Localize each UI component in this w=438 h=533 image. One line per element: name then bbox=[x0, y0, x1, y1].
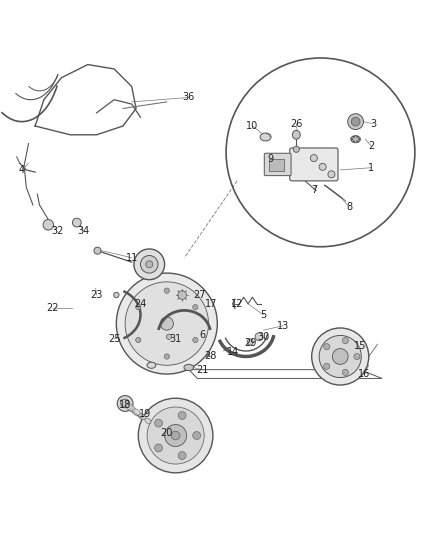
Bar bbox=[268, 158, 284, 171]
Circle shape bbox=[311, 328, 368, 385]
Circle shape bbox=[164, 354, 169, 359]
Circle shape bbox=[357, 138, 359, 140]
Text: 31: 31 bbox=[169, 334, 181, 344]
Text: 29: 29 bbox=[244, 338, 256, 349]
Circle shape bbox=[94, 247, 101, 254]
Text: 13: 13 bbox=[276, 321, 289, 331]
Text: 30: 30 bbox=[257, 332, 269, 342]
Circle shape bbox=[347, 114, 363, 130]
Circle shape bbox=[318, 163, 325, 171]
Text: 11: 11 bbox=[125, 253, 138, 263]
Text: 26: 26 bbox=[290, 119, 302, 129]
Text: 17: 17 bbox=[204, 299, 216, 309]
Text: 20: 20 bbox=[160, 429, 173, 438]
Circle shape bbox=[350, 117, 359, 126]
Circle shape bbox=[117, 395, 133, 411]
Text: 16: 16 bbox=[357, 369, 370, 379]
Text: 27: 27 bbox=[193, 290, 205, 300]
Circle shape bbox=[192, 304, 198, 310]
Circle shape bbox=[164, 425, 186, 447]
Text: 8: 8 bbox=[345, 202, 351, 212]
Circle shape bbox=[254, 333, 262, 341]
Circle shape bbox=[135, 337, 141, 343]
Text: 18: 18 bbox=[119, 400, 131, 410]
Circle shape bbox=[140, 255, 158, 273]
Ellipse shape bbox=[350, 136, 360, 143]
Circle shape bbox=[342, 337, 348, 344]
Text: 24: 24 bbox=[134, 299, 146, 309]
Circle shape bbox=[154, 419, 162, 427]
Circle shape bbox=[43, 220, 53, 230]
Circle shape bbox=[332, 349, 347, 365]
Circle shape bbox=[177, 290, 186, 300]
Circle shape bbox=[145, 261, 152, 268]
Circle shape bbox=[353, 353, 359, 360]
Text: 10: 10 bbox=[246, 121, 258, 131]
Circle shape bbox=[164, 288, 169, 293]
Circle shape bbox=[352, 141, 354, 142]
Circle shape bbox=[72, 218, 81, 227]
Circle shape bbox=[323, 363, 329, 369]
Circle shape bbox=[327, 171, 334, 178]
Text: 36: 36 bbox=[182, 93, 194, 102]
Circle shape bbox=[350, 138, 352, 140]
Circle shape bbox=[178, 411, 186, 419]
Text: 7: 7 bbox=[310, 184, 316, 195]
Text: 12: 12 bbox=[230, 299, 243, 309]
Text: 19: 19 bbox=[138, 409, 151, 418]
Ellipse shape bbox=[126, 404, 135, 411]
Circle shape bbox=[166, 334, 171, 340]
Text: 23: 23 bbox=[90, 290, 102, 300]
Circle shape bbox=[310, 155, 317, 161]
Circle shape bbox=[352, 136, 354, 138]
Text: 25: 25 bbox=[108, 334, 120, 344]
Circle shape bbox=[192, 432, 200, 440]
Ellipse shape bbox=[147, 362, 155, 368]
Ellipse shape bbox=[184, 365, 193, 370]
Text: 2: 2 bbox=[367, 141, 373, 151]
Circle shape bbox=[293, 146, 299, 152]
Text: 5: 5 bbox=[260, 310, 266, 320]
Text: 21: 21 bbox=[195, 365, 208, 375]
Circle shape bbox=[171, 431, 180, 440]
Circle shape bbox=[134, 249, 164, 280]
Ellipse shape bbox=[259, 133, 271, 141]
Text: 9: 9 bbox=[266, 154, 272, 164]
Text: 22: 22 bbox=[46, 303, 59, 313]
Circle shape bbox=[113, 293, 119, 297]
Circle shape bbox=[342, 369, 348, 375]
Text: 3: 3 bbox=[369, 119, 375, 129]
Ellipse shape bbox=[292, 131, 300, 139]
Circle shape bbox=[247, 339, 253, 345]
Ellipse shape bbox=[132, 409, 140, 416]
Circle shape bbox=[120, 399, 129, 408]
Circle shape bbox=[135, 304, 141, 310]
Text: 4: 4 bbox=[19, 165, 25, 175]
Circle shape bbox=[147, 407, 204, 464]
Text: 14: 14 bbox=[226, 347, 238, 357]
Ellipse shape bbox=[138, 414, 145, 420]
Text: 32: 32 bbox=[51, 227, 63, 236]
FancyBboxPatch shape bbox=[289, 148, 337, 181]
Circle shape bbox=[160, 317, 173, 330]
Circle shape bbox=[192, 337, 198, 343]
Circle shape bbox=[356, 141, 357, 142]
Circle shape bbox=[116, 273, 217, 374]
Text: 1: 1 bbox=[367, 163, 373, 173]
Text: 15: 15 bbox=[353, 341, 365, 351]
Circle shape bbox=[356, 136, 357, 138]
Circle shape bbox=[125, 282, 208, 365]
Text: 28: 28 bbox=[204, 351, 216, 361]
Ellipse shape bbox=[145, 418, 151, 424]
FancyBboxPatch shape bbox=[264, 154, 290, 176]
Text: 6: 6 bbox=[198, 329, 205, 340]
Circle shape bbox=[178, 451, 186, 459]
Circle shape bbox=[318, 335, 360, 377]
Circle shape bbox=[323, 344, 329, 350]
Text: 34: 34 bbox=[77, 227, 89, 236]
Ellipse shape bbox=[120, 399, 130, 408]
Circle shape bbox=[154, 444, 162, 452]
Circle shape bbox=[138, 398, 212, 473]
